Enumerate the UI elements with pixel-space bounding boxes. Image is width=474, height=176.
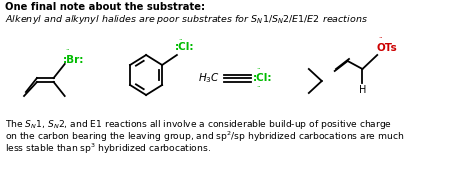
Text: ··: ·· [378, 35, 383, 41]
Text: less stable than sp$^3$ hybridized carbocations.: less stable than sp$^3$ hybridized carbo… [5, 142, 210, 156]
Text: ··: ·· [178, 37, 182, 43]
Text: on the carbon bearing the leaving group, and sp$^2$/sp hybridized carbocations a: on the carbon bearing the leaving group,… [5, 130, 404, 144]
Text: :Br:: :Br: [63, 55, 84, 65]
Text: $\mathit{Alkenyl\ and\ alkynyl\ halides\ are\ poor\ substrates\ for\ S_N1/S_N2/E: $\mathit{Alkenyl\ and\ alkynyl\ halides\… [5, 13, 367, 26]
Text: H: H [359, 85, 366, 95]
Text: One final note about the substrate:: One final note about the substrate: [5, 2, 205, 12]
Text: OTs: OTs [376, 43, 397, 53]
Text: $H_3C$: $H_3C$ [198, 71, 220, 85]
Text: The $S_N$1, $S_N$2, and E1 reactions all involve a considerable build-up of posi: The $S_N$1, $S_N$2, and E1 reactions all… [5, 118, 392, 131]
Text: ··: ·· [256, 84, 261, 90]
Text: :Cl:: :Cl: [253, 73, 273, 83]
Text: :Cl:: :Cl: [175, 42, 194, 52]
Text: ··: ·· [65, 47, 70, 53]
Text: ··: ·· [256, 66, 261, 72]
